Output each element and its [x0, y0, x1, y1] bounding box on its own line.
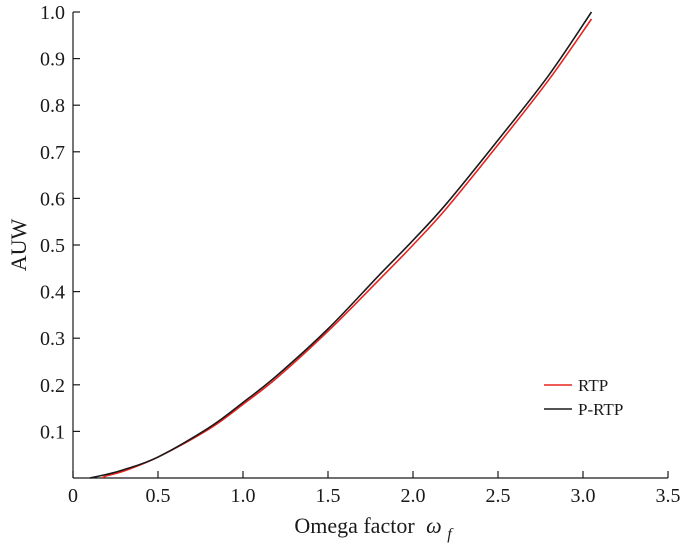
x-tick-label: 3.0: [571, 485, 596, 507]
legend: RTP P-RTP: [544, 376, 623, 419]
series-line-0: [101, 18, 593, 479]
y-axis-label: AUW: [6, 218, 31, 271]
x-tick-label: 0: [68, 485, 78, 507]
x-axis-label-text: Omega factor: [294, 513, 415, 538]
x-tick-label: 2.0: [401, 485, 426, 507]
legend-label-1: P-RTP: [578, 400, 623, 419]
axes: 0 0.5 1.0 1.5 2.0 2.5 3.0 3.5 0.1 0.2 0.3 0.4 0.5 0.6…: [40, 2, 681, 507]
x-tick-label: 2.5: [486, 485, 511, 507]
y-tick-label: 0.2: [40, 375, 65, 397]
x-axis-label: Omega factor ω f: [294, 513, 454, 543]
series-line-1: [89, 11, 593, 479]
y-tick-label: 0.9: [40, 49, 65, 71]
y-tick-label: 0.8: [40, 95, 65, 117]
series-layer: [89, 11, 593, 479]
x-axis-label-subscript: f: [447, 526, 454, 543]
y-tick-label: 0.4: [40, 282, 65, 304]
y-tick-label: 0.1: [40, 421, 65, 443]
y-tick-label: 0.7: [40, 142, 65, 164]
legend-label-0: RTP: [578, 376, 608, 395]
x-tick-label: 0.5: [146, 485, 171, 507]
x-tick-label: 1.5: [316, 485, 341, 507]
x-tick-label: 1.0: [231, 485, 256, 507]
y-tick-label: 1.0: [40, 2, 65, 24]
y-tick-label: 0.6: [40, 188, 65, 210]
x-tick-label: 3.5: [656, 485, 681, 507]
y-tick-label: 0.3: [40, 328, 65, 350]
y-tick-label: 0.5: [40, 235, 65, 257]
x-axis-label-symbol: ω: [426, 513, 442, 538]
